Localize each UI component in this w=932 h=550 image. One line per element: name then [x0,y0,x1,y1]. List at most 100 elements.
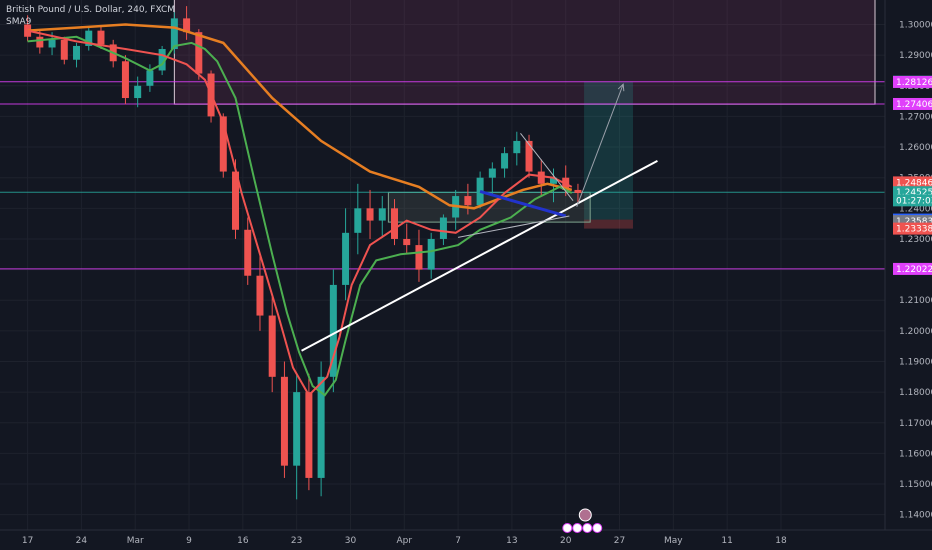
candle-body [378,208,386,221]
time-tick-label: 9 [186,536,192,546]
candle-body [134,85,142,99]
candle-body [574,189,582,194]
time-tick-label: May [664,536,683,546]
candle-body [549,177,557,184]
candle-body [36,36,44,48]
time-tick-label: 7 [455,536,461,546]
price-tag: 1.23583 [896,217,932,227]
time-tick-label: 11 [721,536,732,546]
candle-body [439,217,447,239]
economic-event-icon [562,523,573,533]
candle-body [391,208,398,239]
event-marker-icon [578,508,592,522]
time-tick-label: 30 [345,536,357,546]
time-tick-label: 24 [76,536,88,546]
candle-body [244,229,252,276]
candle-body [73,45,81,60]
candle-body [317,376,325,478]
candle-body [305,392,313,478]
time-tick-label: 17 [22,536,33,546]
moving-averages [27,23,573,397]
price-tag-background [893,194,932,207]
price-tick-label: 1.21000 [899,296,932,306]
price-tag: 1.23338 [896,225,932,235]
grid [0,0,885,530]
time-tick-label: 23 [291,536,302,546]
candle-body [537,171,545,184]
candle-body [85,30,93,46]
sma-slow-line [27,23,573,210]
time-tick-label: 18 [775,536,787,546]
projection-arrowhead [617,83,625,92]
candles [24,6,582,500]
resistance-zone [173,0,876,105]
price-tick-label: 1.16000 [899,449,932,459]
price-tick-label: 1.24000 [899,204,932,214]
wedge-line [458,215,570,238]
time-axis[interactable]: 17 24 Mar 9 16 23 30 Apr 7 13 20 27 May 11 18 [0,529,932,550]
legend: British Pound / U.S. Dollar, 240, FXCM S… [6,5,175,27]
price-tag: 1.22022 [896,265,932,275]
candle-body [366,208,374,221]
time-tick-label: 16 [237,536,249,546]
price-tag: 01:27:03 [896,196,932,206]
time-tick-label: Apr [396,536,412,546]
price-tick-label: 1.17000 [899,419,932,429]
candle-body [97,30,105,45]
time-tick-label: 13 [506,536,517,546]
candle-body [183,18,191,33]
candle-body [464,196,472,206]
candle-body [415,245,423,270]
price-tick-label: 1.27000 [899,112,932,122]
candle-body [256,275,264,316]
price-tag-background [893,97,932,110]
drawings [301,83,658,352]
economic-event-icon [592,523,603,533]
sma-fast-line [27,29,573,397]
price-tick-label: 1.30000 [899,21,932,31]
candle-body [170,18,178,50]
economic-event-icon [582,523,593,533]
projection-arrow [576,84,624,207]
price-tag-background [893,75,932,88]
economic-event-icon [572,523,583,533]
candle-body [403,238,411,246]
price-tick-label: 1.26000 [899,143,932,153]
candle-body [232,171,240,230]
symbol-title: British Pound / U.S. Dollar, 240, FXCM [6,5,175,15]
candle-body [525,140,533,172]
price-tick-label: 1.15000 [899,480,932,490]
wedge-line [520,132,574,201]
long-position-target-zone [584,81,633,220]
price-tick-label: 1.23000 [899,235,932,245]
price-tick-label: 1.20000 [899,327,932,337]
time-tick-label: 20 [560,536,572,546]
candle-body [513,140,521,154]
candle-body [195,32,203,74]
long-position-stop-zone [584,219,633,229]
time-axis-background [0,530,932,550]
candle-body [60,39,68,60]
price-tick-label: 1.18000 [899,388,932,398]
candle-body [280,376,288,466]
candle-body [293,392,301,466]
price-tag-background [893,176,932,189]
candle-body [501,153,509,169]
sma-mid-line [27,35,573,397]
price-tag-background [893,222,932,235]
time-tick-label: 27 [614,536,625,546]
candle-body [342,232,350,285]
candle-body [427,238,435,270]
price-tick-label: 1.14000 [899,511,932,521]
indicator-label: SMA9 [6,17,32,27]
channel-line [479,190,567,218]
candle-body [329,284,337,377]
price-tag: 1.24846 [896,178,932,188]
candle-body [121,61,129,99]
price-axis[interactable]: 1.300001.290001.280001.270001.260001.250… [884,0,932,530]
event-markers[interactable] [562,508,603,533]
candle-body [268,315,276,377]
